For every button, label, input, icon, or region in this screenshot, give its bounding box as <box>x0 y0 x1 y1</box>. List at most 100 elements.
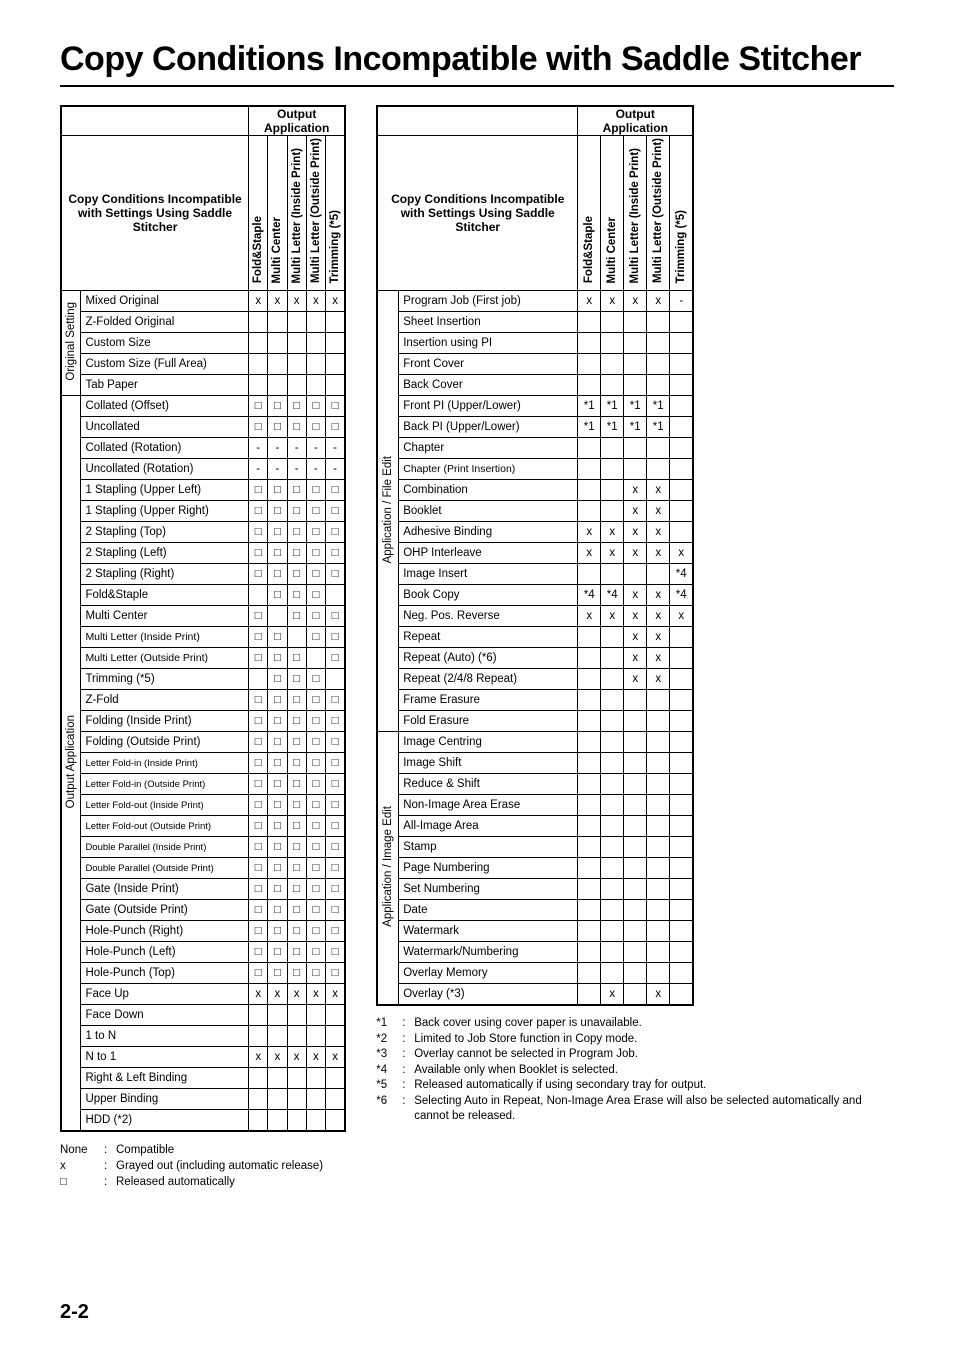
compat-cell: □ <box>325 501 345 522</box>
compat-cell: □ <box>268 795 287 816</box>
compat-cell: □ <box>268 921 287 942</box>
compat-cell: □ <box>306 732 325 753</box>
compat-cell <box>249 1005 268 1026</box>
compat-cell: □ <box>306 669 325 690</box>
side-category: Application / File Edit <box>377 291 399 732</box>
compat-cell: x <box>601 291 624 312</box>
compat-cell <box>268 1026 287 1047</box>
compat-cell: □ <box>249 858 268 879</box>
compat-cell <box>601 795 624 816</box>
table-row-label: Double Parallel (Inside Print) <box>81 837 249 858</box>
compat-cell: □ <box>268 879 287 900</box>
compat-cell <box>601 438 624 459</box>
column-header: Fold&Staple <box>578 136 601 291</box>
compat-cell <box>578 438 601 459</box>
compat-cell <box>325 1089 345 1110</box>
compat-cell: □ <box>268 522 287 543</box>
compat-cell: □ <box>268 417 287 438</box>
title-rule <box>60 85 894 87</box>
compat-cell: x <box>601 984 624 1006</box>
compat-cell: □ <box>249 690 268 711</box>
compat-cell <box>624 900 647 921</box>
compat-cell: □ <box>268 774 287 795</box>
table-row-label: Gate (Inside Print) <box>81 879 249 900</box>
compat-cell <box>647 438 670 459</box>
compat-cell <box>647 690 670 711</box>
compat-cell: □ <box>287 585 306 606</box>
table-row-label: Reduce & Shift <box>399 774 578 795</box>
table-row-label: Hole-Punch (Top) <box>81 963 249 984</box>
compat-cell: □ <box>325 879 345 900</box>
table-row-label: Mixed Original <box>81 291 249 312</box>
compat-cell <box>670 312 694 333</box>
table-row-label: Watermark <box>399 921 578 942</box>
compat-cell: x <box>249 291 268 312</box>
compat-cell: □ <box>268 669 287 690</box>
table-row-label: Letter Fold-out (Outside Print) <box>81 816 249 837</box>
compat-cell <box>249 312 268 333</box>
compat-cell: □ <box>325 900 345 921</box>
compat-cell <box>268 1110 287 1132</box>
compat-cell <box>287 354 306 375</box>
table-row-label: Back Cover <box>399 375 578 396</box>
compat-cell <box>670 501 694 522</box>
table-row-label: Face Down <box>81 1005 249 1026</box>
table-row-label: Collated (Offset) <box>81 396 249 417</box>
compat-cell <box>578 942 601 963</box>
table-row-label: Book Copy <box>399 585 578 606</box>
compat-cell <box>268 333 287 354</box>
compat-cell <box>578 984 601 1006</box>
column-header: Multi Letter (Outside Print) <box>647 136 670 291</box>
compat-cell <box>624 711 647 732</box>
compat-cell <box>306 1089 325 1110</box>
compat-cell <box>287 1068 306 1089</box>
content-columns: OutputApplicationCopy Conditions Incompa… <box>60 105 894 1132</box>
compat-cell: □ <box>249 963 268 984</box>
compat-cell: □ <box>249 543 268 564</box>
table-row-label: Adhesive Binding <box>399 522 578 543</box>
compat-cell <box>325 375 345 396</box>
side-category: Original Setting <box>61 291 81 396</box>
table-row-label: Letter Fold-out (Inside Print) <box>81 795 249 816</box>
compat-cell: □ <box>306 921 325 942</box>
compat-cell <box>578 711 601 732</box>
compat-cell <box>578 354 601 375</box>
table-row-label: Combination <box>399 480 578 501</box>
compat-cell <box>601 648 624 669</box>
compat-cell <box>268 375 287 396</box>
compat-cell: - <box>306 438 325 459</box>
compat-cell: x <box>601 606 624 627</box>
compat-cell: x <box>325 984 345 1005</box>
compat-cell <box>624 858 647 879</box>
compat-cell: □ <box>249 900 268 921</box>
table-row-label: Hole-Punch (Right) <box>81 921 249 942</box>
compat-cell: □ <box>287 480 306 501</box>
compat-cell: - <box>287 438 306 459</box>
compat-cell: □ <box>306 879 325 900</box>
compat-cell: - <box>306 459 325 480</box>
compat-cell: x <box>647 669 670 690</box>
column-header: Fold&Staple <box>249 136 268 291</box>
compat-cell: □ <box>268 627 287 648</box>
table-row-label: Chapter <box>399 438 578 459</box>
compat-cell: x <box>601 543 624 564</box>
compat-cell <box>601 312 624 333</box>
compat-cell: x <box>670 543 694 564</box>
compat-cell: □ <box>249 837 268 858</box>
table-row-label: Repeat (Auto) (*6) <box>399 648 578 669</box>
compat-cell <box>624 312 647 333</box>
table-row-label: Hole-Punch (Left) <box>81 942 249 963</box>
compat-cell: - <box>268 438 287 459</box>
table-row-label: 2 Stapling (Left) <box>81 543 249 564</box>
compat-cell: - <box>325 438 345 459</box>
table-row-label: Uncollated (Rotation) <box>81 459 249 480</box>
output-application-header: OutputApplication <box>578 106 694 136</box>
compat-cell <box>578 459 601 480</box>
table-row-label: Fold Erasure <box>399 711 578 732</box>
compat-cell <box>670 669 694 690</box>
compat-cell: □ <box>287 501 306 522</box>
compat-cell: x <box>624 648 647 669</box>
table-row-label: N to 1 <box>81 1047 249 1068</box>
compat-cell: □ <box>249 795 268 816</box>
compat-cell <box>287 1110 306 1132</box>
